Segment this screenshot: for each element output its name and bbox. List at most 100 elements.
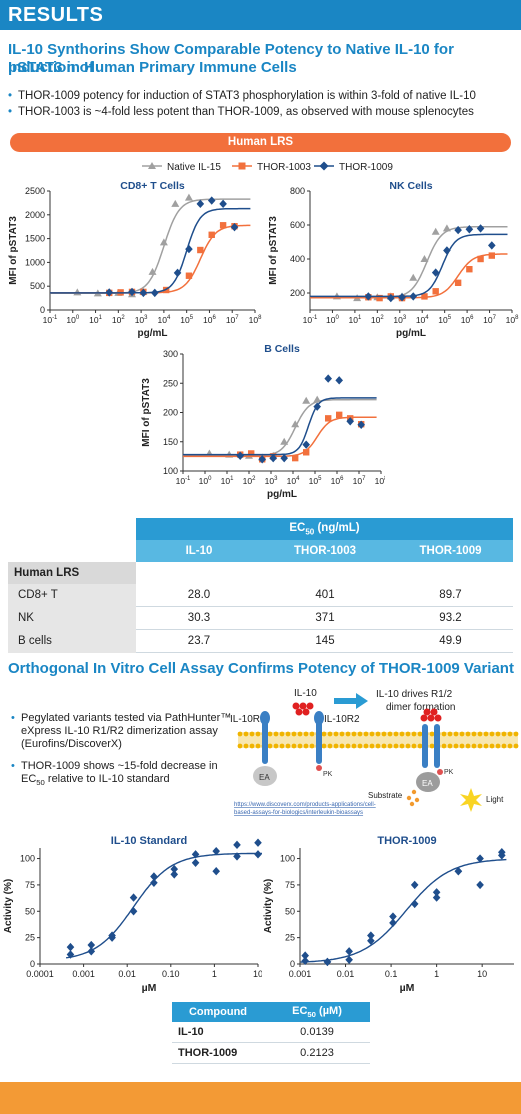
arrow-caption-line1: IL-10 drives R1/2 [376,689,453,700]
legend-thor1003-marker [238,162,246,170]
x-tick-label: 105 [438,315,451,325]
data-point [398,293,406,302]
data-point [387,293,395,303]
il10-molecule-icon [292,702,314,716]
y-axis-label: MFI of pSTAT3 [141,378,152,447]
section1-title-line1: IL-10 Synthorins Show Comparable Potency… [8,41,454,76]
y-tick-label: 600 [290,220,305,230]
data-point [280,453,288,463]
y-tick-label: 100 [20,854,35,864]
x-tick-label: 105 [309,476,322,486]
data-point [313,402,321,411]
data-point [208,231,215,238]
x-tick-label: 108 [249,315,262,325]
x-axis-label: µM [400,982,415,994]
x-tick-label: 10-1 [303,315,318,325]
chart-thor1009: THOR-1009 0 25 50 75 100 0.001 0.01 0.1 1 10 µM Acti… [263,835,514,994]
cell: 371 [262,606,388,630]
series-legend: Native IL-15 THOR-1003 THOR-1009 [142,161,393,173]
compound-name: IL-10 [172,1022,264,1043]
data-point [389,918,397,928]
data-point [442,224,451,232]
cell: 145 [262,629,388,653]
data-point [420,255,429,262]
x-tick-label: 106 [331,476,344,486]
x-axis-label: µM [142,982,157,994]
data-point [128,287,136,297]
legend-thor1009-marker [319,161,329,171]
data-point [197,246,204,254]
legend-thor1003: THOR-1003 [232,162,311,173]
table-row: NK 30.3 371 93.2 [8,606,513,630]
x-tick-label: 108 [506,315,519,325]
y-tick-label: 25 [285,933,295,943]
x-tick-label: 0.01 [337,969,355,979]
x-tick-label: 1 [212,969,217,979]
y-tick-label: 50 [285,906,295,916]
data-point [159,238,168,246]
data-point [148,267,157,275]
ec50-table-header: EC50 (ng/mL) [136,518,513,540]
ea-label-left: EA [259,773,270,782]
data-point [258,455,266,464]
x-tick-label: 101 [89,315,102,325]
x-axis-label: pg/mL [138,328,168,339]
data-point [336,411,343,419]
x-tick-label: 103 [265,476,278,486]
data-point [466,266,473,273]
data-point [432,893,441,902]
row-label: B cells [8,629,136,653]
data-point [129,907,138,916]
data-point [291,420,300,428]
data-point [207,196,216,205]
r2-label: IL-10R2 [324,714,360,725]
data-point [205,449,214,457]
data-point [421,293,428,300]
url-line1: https://www.discoverx.com/products-appli… [234,802,376,808]
cell: 93.2 [388,606,513,630]
y-tick-label: 100 [163,466,178,476]
x-tick-label: 100 [326,315,339,325]
x-tick-label: 10 [253,969,262,979]
data-point [219,222,227,229]
y-axis-label: Activity (%) [263,879,274,933]
chart-title: THOR-1009 [377,835,436,847]
ec50-value: 0.0139 [264,1022,370,1043]
fit-curve [50,224,251,294]
ec50-value: 0.2123 [264,1042,370,1064]
data-point [325,415,332,422]
footer-bar [0,1082,521,1114]
y-tick-label: 0 [40,305,45,315]
col-header: EC50 (µM) [264,1002,370,1022]
cell: 401 [262,584,388,607]
x-tick-label: 0.1 [385,969,398,979]
legend-thor1003-label: THOR-1003 [257,162,311,173]
y-tick-label: 500 [30,281,45,291]
x-tick-label: 108 [375,476,385,486]
y-axis-label: Activity (%) [3,879,14,933]
x-tick-label: 107 [483,315,496,325]
chart-title: B Cells [264,343,300,355]
substrate-dots-icon [406,789,420,807]
pk-label-right: PK [444,769,454,776]
data-point [432,888,441,897]
x-tick-label: 10 [477,969,487,979]
x-tick-label: 106 [461,315,474,325]
x-tick-label: 100 [199,476,212,486]
cell: 49.9 [388,629,513,653]
col-header: Compound [172,1002,264,1022]
x-tick-label: 107 [226,315,239,325]
row-label: CD8+ T [8,584,136,607]
section1-title-line2: pSTAT3 in Human Primary Immune Cells [8,59,297,76]
compound-name: THOR-1009 [172,1042,264,1064]
data-point [335,376,343,385]
data-point [323,957,332,967]
r1-label: IL-10R1 [230,714,266,725]
cell-membrane [237,731,519,749]
data-point [345,947,353,956]
x-axis-label: pg/mL [267,489,297,500]
y-tick-label: 150 [163,437,178,447]
data-point [87,940,96,950]
data-point [292,454,299,462]
